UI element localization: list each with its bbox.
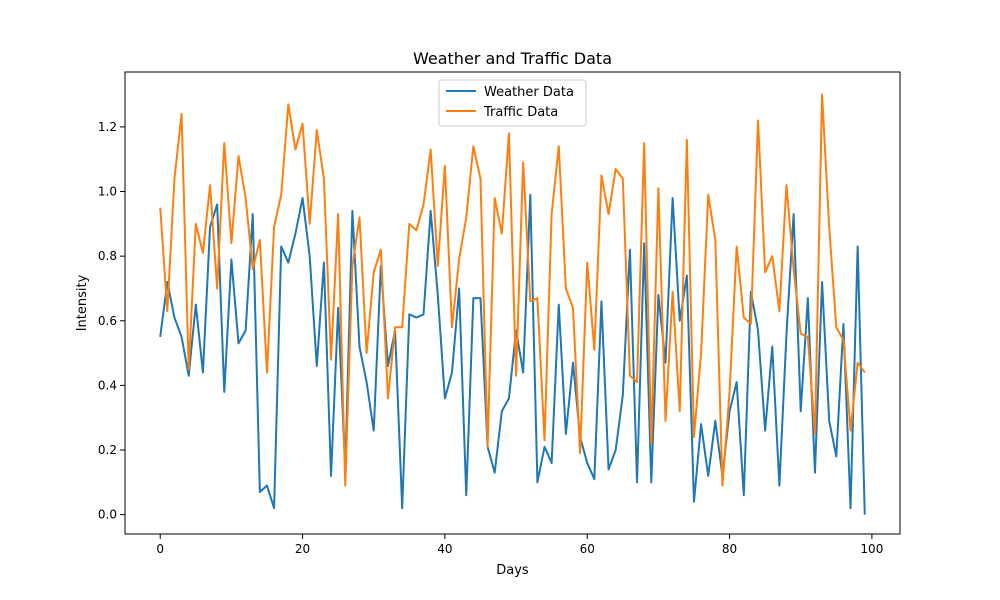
x-tick-label: 20 xyxy=(295,542,310,556)
y-tick-label: 0.6 xyxy=(98,314,117,328)
chart-title: Weather and Traffic Data xyxy=(413,49,612,68)
x-tick-label: 0 xyxy=(156,542,164,556)
series-line-weather xyxy=(159,193,866,515)
x-tick-label: 60 xyxy=(580,542,595,556)
x-tick-label: 80 xyxy=(722,542,737,556)
plot-frame xyxy=(124,71,901,535)
series-line-traffic xyxy=(159,93,866,487)
y-axis-label: Intensity xyxy=(75,274,90,331)
y-tick-label: 0.2 xyxy=(98,443,117,457)
x-axis-label: Days xyxy=(496,563,529,578)
x-tick-label: 40 xyxy=(437,542,452,556)
y-tick-label: 0.0 xyxy=(98,508,117,522)
legend-label-traffic: Traffic Data xyxy=(483,105,558,120)
legend: Weather Data Traffic Data xyxy=(438,79,587,127)
y-axis: 0.0 0.2 0.4 0.6 0.8 1.0 1.2 xyxy=(98,120,125,522)
y-tick-label: 0.4 xyxy=(98,378,117,392)
legend-label-weather: Weather Data xyxy=(484,85,574,100)
x-tick-label: 100 xyxy=(860,542,883,556)
y-tick-label: 1.2 xyxy=(98,120,117,134)
y-tick-label: 0.8 xyxy=(98,249,117,263)
series-layer xyxy=(159,93,866,515)
x-axis: 0 20 40 60 80 100 xyxy=(156,534,883,556)
y-tick-label: 1.0 xyxy=(98,185,117,199)
